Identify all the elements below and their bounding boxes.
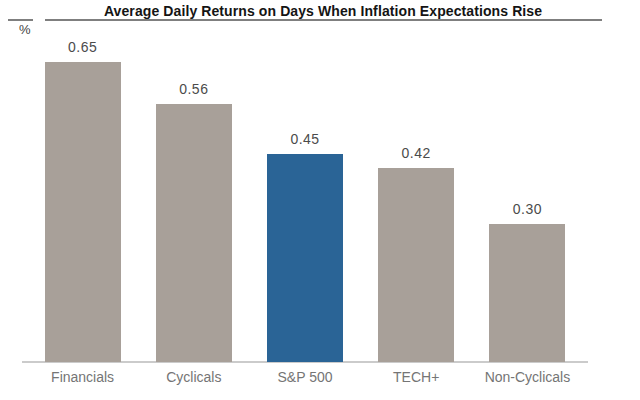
category-label-cyclicals: Cyclicals [138,369,249,385]
category-label-non-cyclicals: Non-Cyclicals [472,369,583,385]
bar-s-p-500 [267,154,343,362]
category-labels-row: FinancialsCyclicalsS&P 500TECH+Non-Cycli… [27,369,583,385]
category-label-tech: TECH+ [361,369,472,385]
category-label-s-p-500: S&P 500 [249,369,360,385]
bar-group-cyclicals: 0.56 [138,81,249,362]
bar-value-label-financials: 0.65 [68,39,97,55]
bar-group-tech: 0.42 [361,145,472,362]
bar-group-s-p-500: 0.45 [249,131,360,362]
bar-tech [378,168,454,362]
bar-value-label-s-p-500: 0.45 [290,131,319,147]
y-axis-tick-dash [8,19,33,21]
category-label-financials: Financials [27,369,138,385]
bar-value-label-tech: 0.42 [402,145,431,161]
bar-non-cyclicals [489,224,565,362]
bar-value-label-non-cyclicals: 0.30 [513,201,542,217]
bars-row: 0.65 0.56 0.45 0.42 0.30 [27,39,583,362]
title-underline-rule [45,19,602,21]
bar-group-non-cyclicals: 0.30 [472,201,583,362]
bar-value-label-cyclicals: 0.56 [179,81,208,97]
bar-chart: Average Daily Returns on Days When Infla… [0,0,640,400]
chart-title: Average Daily Returns on Days When Infla… [40,3,606,19]
bar-cyclicals [156,104,232,362]
bar-financials [45,62,121,362]
bar-group-financials: 0.65 [27,39,138,362]
y-axis-unit-label: % [19,22,31,37]
